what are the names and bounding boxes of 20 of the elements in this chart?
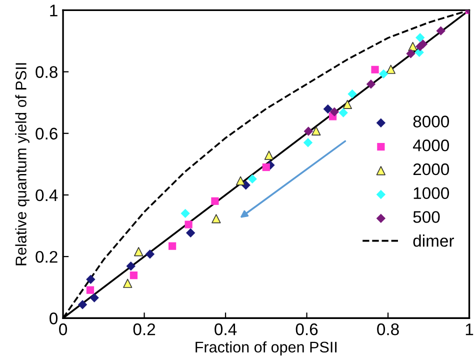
legend-label: 2000	[413, 163, 450, 176]
legend-label: 8000	[413, 116, 450, 128]
legend-label: 500	[413, 211, 440, 223]
y-axis-title: Relative quantum yield of PSII	[15, 63, 30, 266]
x-tick-label: 0.2	[133, 323, 156, 336]
y-tick-label: 1	[50, 4, 58, 16]
x-tick-label: 0.6	[296, 323, 318, 336]
y-tick-label: 0.2	[36, 250, 58, 263]
x-tick-label: 0	[59, 323, 68, 336]
y-tick-label: 0.6	[36, 128, 58, 140]
y-tick-label: 0	[50, 312, 58, 324]
x-axis-title: Fraction of open PSII	[196, 341, 337, 356]
legend-label: 1000	[414, 187, 450, 200]
x-tick-label: 1	[466, 324, 474, 336]
legend-label: 4000	[412, 140, 450, 152]
x-tick-label: 0.4	[214, 323, 237, 336]
legend-label: dimer	[413, 234, 454, 247]
y-tick-label: 0.4	[36, 189, 58, 202]
y-tick-label: 0.8	[36, 66, 58, 78]
x-tick-label: 0.8	[377, 323, 399, 336]
